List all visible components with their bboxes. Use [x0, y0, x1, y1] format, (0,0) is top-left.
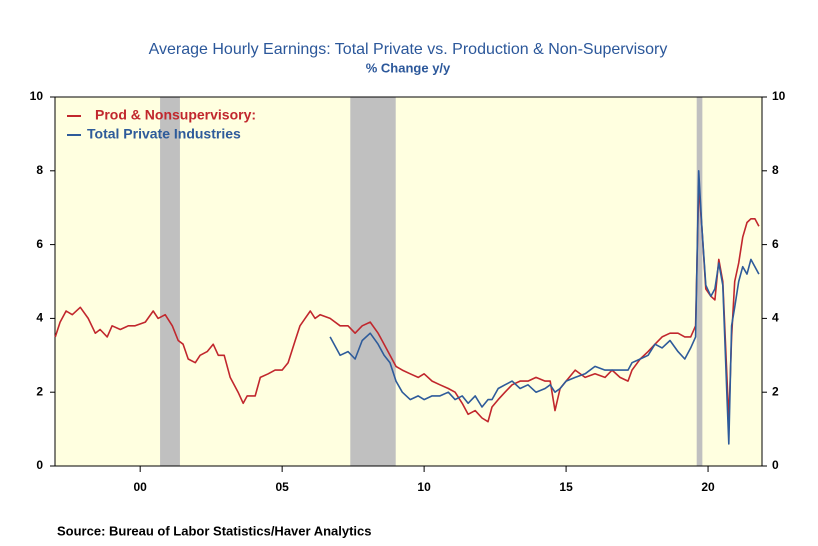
- recession-shade: [160, 97, 180, 466]
- x-tick-label: 05: [275, 480, 289, 494]
- legend-label: Prod & Nonsupervisory:: [95, 107, 256, 123]
- plot-frame: [54, 96, 763, 467]
- y2-tick-label: 2: [772, 384, 779, 398]
- y2-tick-label: 8: [772, 163, 779, 177]
- y2-tick-label: 0: [772, 458, 779, 472]
- y-tick-label: 0: [36, 458, 43, 472]
- y-tick-label: 8: [36, 163, 43, 177]
- chart-title: Average Hourly Earnings: Total Private v…: [149, 41, 668, 58]
- x-tick-label: 20: [701, 480, 715, 494]
- y-tick-label: 2: [36, 384, 43, 398]
- series-line: [329, 170, 760, 445]
- y-tick-label: 6: [36, 237, 43, 251]
- y2-tick-label: 10: [772, 89, 786, 103]
- recession-shade: [350, 97, 396, 466]
- legend-label: Total Private Industries: [87, 126, 241, 142]
- series-line: [54, 184, 760, 423]
- x-tick-label: 15: [559, 480, 573, 494]
- y-tick-label: 10: [30, 89, 44, 103]
- recession-shade: [696, 97, 703, 466]
- x-tick-label: 10: [417, 480, 431, 494]
- chart-subtitle: % Change y/y: [366, 60, 451, 75]
- y2-tick-label: 4: [772, 311, 779, 325]
- source-note: Source: Bureau of Labor Statistics/Haver…: [57, 523, 372, 538]
- x-tick-label: 00: [134, 480, 148, 494]
- y2-tick-label: 6: [772, 237, 779, 251]
- y-tick-label: 4: [36, 311, 43, 325]
